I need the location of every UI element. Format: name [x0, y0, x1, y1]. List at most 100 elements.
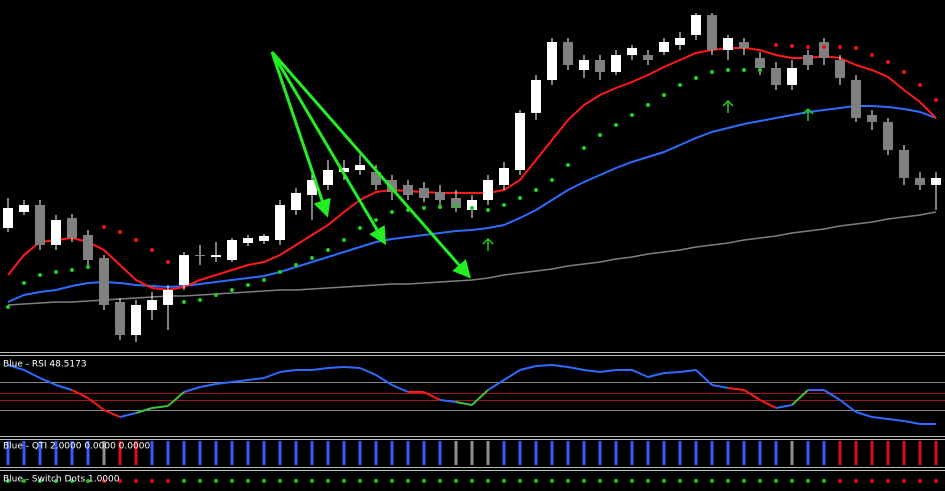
rsi-label: Blue - RSI 48.5173 — [3, 360, 87, 370]
switch-dot — [870, 479, 874, 483]
rsi-segment — [55, 384, 73, 391]
candle-body — [323, 170, 333, 185]
candle-body — [467, 200, 477, 210]
qti-bar — [438, 441, 442, 465]
switch-dot — [918, 479, 922, 483]
qti-bar — [662, 441, 666, 465]
annotation-arrow — [270, 51, 387, 246]
rsi-segment — [135, 407, 153, 414]
candle-body — [531, 80, 541, 113]
switch-dot — [70, 479, 74, 483]
qti-bar — [454, 441, 458, 465]
candle-body — [835, 60, 845, 78]
candle-body — [259, 236, 269, 241]
qti-bar — [854, 441, 858, 465]
candle-body — [243, 238, 253, 243]
sar-dot — [214, 293, 218, 297]
rsi-segment — [167, 391, 185, 407]
switch-dot — [374, 479, 378, 483]
sar-dot — [70, 268, 74, 272]
candle-body — [707, 15, 717, 50]
sar-dot — [150, 248, 154, 252]
qti-bar — [406, 441, 410, 465]
candle-body — [579, 60, 589, 70]
switch-dot — [598, 479, 602, 483]
switch-dot — [902, 479, 906, 483]
rsi-segment — [519, 365, 537, 371]
rsi-segment — [263, 371, 281, 379]
qti-bar — [870, 441, 874, 465]
sar-dot — [566, 163, 570, 167]
qti-bar — [822, 441, 826, 465]
qti-bar — [630, 441, 634, 465]
switch-dot — [726, 479, 730, 483]
candle-body — [355, 165, 365, 170]
qti-bar — [118, 441, 122, 465]
rsi-segment — [151, 405, 169, 409]
moving-average — [7, 105, 937, 303]
qti-bar — [534, 441, 538, 465]
sar-dot — [326, 248, 330, 252]
rsi-segment — [391, 384, 409, 393]
sar-dot — [918, 83, 922, 87]
candle-body — [83, 235, 93, 260]
rsi-segment — [775, 404, 793, 409]
switch-dot — [502, 479, 506, 483]
panel-separators — [0, 352, 945, 471]
rsi-segment — [471, 389, 489, 406]
annotation-arrow — [270, 51, 471, 279]
candle-body — [67, 218, 77, 238]
candle-body — [563, 42, 573, 65]
qti-bar — [358, 441, 362, 465]
rsi-levels — [0, 382, 945, 411]
qti-bar — [22, 441, 26, 465]
candle-body — [163, 290, 173, 305]
switch-dot — [646, 479, 650, 483]
qti-bar — [678, 441, 682, 465]
candle-body — [19, 205, 29, 212]
switch-dot — [102, 479, 106, 483]
sar-dot — [54, 270, 58, 274]
switch-dot — [150, 479, 154, 483]
qti-bar — [806, 441, 810, 465]
switch-dot — [454, 479, 458, 483]
candle-body — [915, 178, 925, 185]
qti-bar — [102, 441, 106, 465]
sar-dot — [390, 210, 394, 214]
sar-dot — [358, 226, 362, 230]
sar-dot — [838, 45, 842, 49]
rsi-segment — [39, 377, 57, 386]
candle-body — [899, 150, 909, 178]
candle-body — [547, 42, 557, 80]
qti-bar — [422, 441, 426, 465]
qti-bar — [6, 441, 10, 465]
rsi-segment — [663, 371, 681, 374]
sar-dot — [614, 123, 618, 127]
switch-dot — [438, 479, 442, 483]
rsi-segment — [647, 372, 665, 378]
moving-average — [7, 47, 937, 292]
switch-dot — [406, 479, 410, 483]
qti-bar — [934, 441, 938, 465]
qti-bar — [294, 441, 298, 465]
sar-dot — [598, 133, 602, 137]
switch-dot — [342, 479, 346, 483]
qti-bar — [694, 441, 698, 465]
sar-dot — [902, 70, 906, 74]
qti-bar — [886, 441, 890, 465]
sar-dot — [662, 93, 666, 97]
candle-body — [51, 220, 61, 245]
qti-bar — [166, 441, 170, 465]
sar-dot — [310, 256, 314, 260]
rsi-segment — [343, 366, 361, 369]
rsi-segment — [423, 391, 441, 401]
candle-body — [611, 55, 621, 72]
qti-bar — [54, 441, 58, 465]
switch-dot — [134, 479, 138, 483]
qti-bar — [134, 441, 138, 465]
qti-bar — [774, 441, 778, 465]
candle-body — [931, 178, 941, 185]
switch-dot — [262, 479, 266, 483]
